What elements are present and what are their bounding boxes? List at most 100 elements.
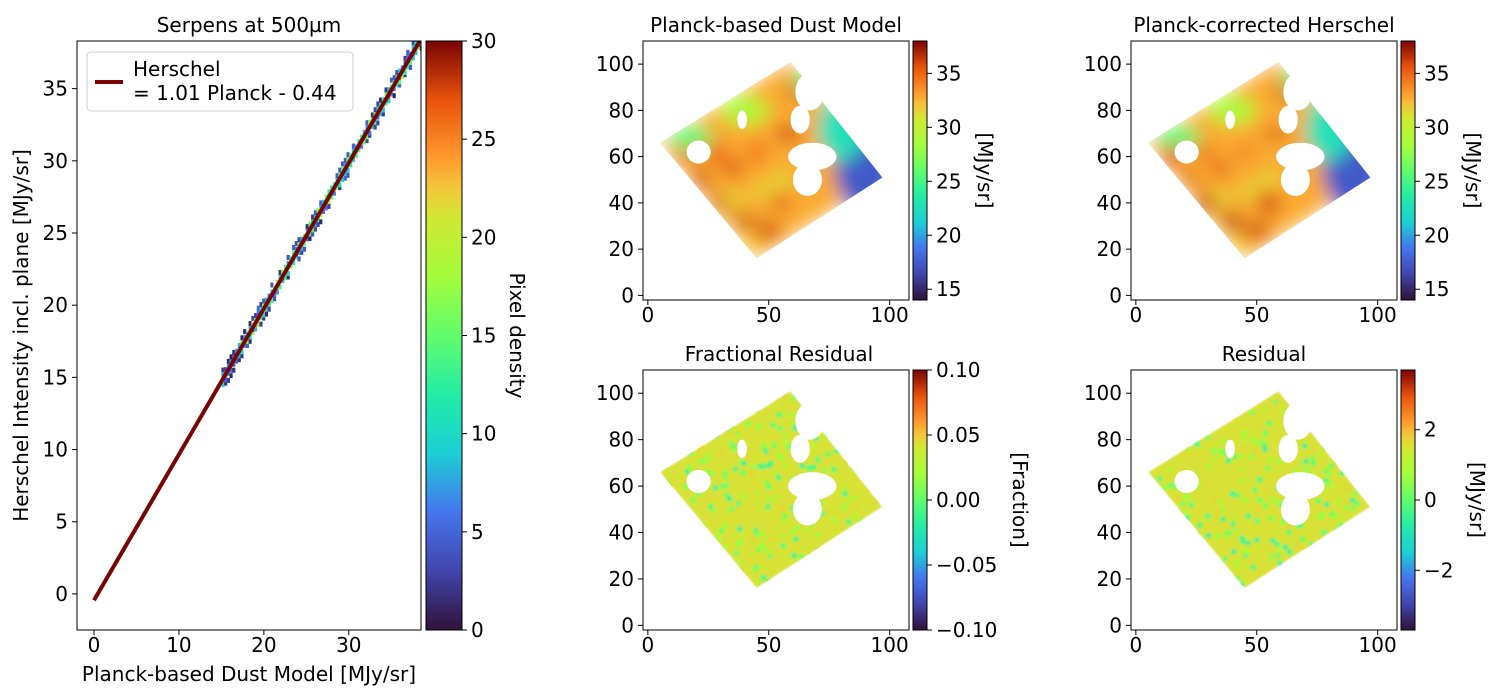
density-cell <box>340 161 345 167</box>
density-cell <box>384 90 388 96</box>
chart-title: Fractional Residual <box>685 342 873 366</box>
fit-line <box>92 41 421 602</box>
density-cell <box>370 124 375 130</box>
colorbar-0: 0 5 10 15 20 25 30 Pixel density <box>425 29 529 642</box>
density-cell <box>332 190 336 196</box>
density-cell <box>387 98 391 104</box>
axes-4: 0 50 100 0 20 40 60 80 100 <box>1084 369 1398 657</box>
y-tick-label: 100 <box>596 381 634 405</box>
density-cell <box>403 59 407 65</box>
density-cell <box>234 348 239 354</box>
y-tick-label: 80 <box>609 428 634 452</box>
density-cell <box>398 82 402 88</box>
colorbar-gradient <box>1400 369 1416 631</box>
y-tick-label: 40 <box>1097 521 1122 545</box>
density-cell <box>300 236 304 242</box>
density-cell <box>381 97 385 103</box>
y-tick-label: 80 <box>1097 98 1122 122</box>
y-tick-label: 35 <box>43 77 68 101</box>
density-cell <box>302 240 307 246</box>
density-cell <box>373 124 377 130</box>
density-cell <box>417 31 420 36</box>
y-tick-label: 20 <box>43 293 68 317</box>
density-cell <box>286 274 290 280</box>
density-cell <box>278 269 282 275</box>
y-tick-label: 60 <box>1097 145 1122 169</box>
colorbar-label: [MJy/sr] <box>1461 133 1485 209</box>
density-cell <box>349 162 353 168</box>
density-cell <box>346 167 350 173</box>
density-cell <box>327 203 331 209</box>
y-tick-label: 60 <box>1097 474 1122 498</box>
density-cell <box>300 245 304 251</box>
density-cell <box>305 236 309 242</box>
chart-title: Planck-corrected Herschel <box>1133 13 1394 37</box>
density-cell <box>251 315 255 321</box>
density-cell <box>283 275 288 281</box>
y-tick-label: 80 <box>1097 428 1122 452</box>
legend: Herschel= 1.01 Planck - 0.44 <box>86 51 354 112</box>
density-cell <box>273 296 277 302</box>
colorbar-label: [MJy/sr] <box>1465 462 1489 538</box>
colorbar-4: −2 0 2 [MJy/sr] <box>1400 369 1489 631</box>
density-cell <box>368 130 372 136</box>
axes-frame <box>642 40 910 301</box>
density-cell <box>349 152 353 158</box>
density-cell <box>395 72 399 78</box>
density-cell <box>259 305 263 311</box>
colorbar-tick-label: −0.10 <box>936 618 997 642</box>
density-cell <box>229 373 233 379</box>
density-cell <box>262 312 266 318</box>
map-image <box>1147 390 1376 593</box>
density-cell <box>319 219 323 225</box>
density-cell <box>335 184 339 190</box>
density-cell <box>262 298 266 304</box>
density-cell <box>324 205 328 211</box>
y-tick-label: 100 <box>596 52 634 76</box>
density-cell <box>229 357 233 363</box>
density-cell <box>226 361 230 367</box>
density-cell <box>406 49 410 55</box>
colorbar-tick-label: 20 <box>936 223 961 247</box>
density-cell <box>256 305 260 311</box>
y-axis-label: Herschel Intensity incl. plane [MJy/sr] <box>9 149 33 522</box>
colorbar-tick-label: 25 <box>471 127 496 151</box>
density-cell <box>338 167 342 173</box>
x-tick-label: 30 <box>336 633 361 657</box>
density-cell <box>232 349 236 356</box>
axes-frame <box>642 369 910 631</box>
density-cell <box>297 250 301 256</box>
density-cell <box>346 152 350 158</box>
density-cell <box>278 284 282 290</box>
density-cell <box>406 64 410 70</box>
y-tick-label: 100 <box>1084 381 1122 405</box>
density-cell <box>226 377 230 383</box>
density-cell <box>229 367 233 373</box>
x-tick-label: 50 <box>1244 303 1269 327</box>
colorbar-label: [MJy/sr] <box>973 133 997 209</box>
density-cell <box>224 377 228 383</box>
density-cell <box>262 301 266 307</box>
density-cell <box>362 139 366 145</box>
density-cell <box>308 221 312 227</box>
x-tick-label: 10 <box>166 633 191 657</box>
colorbar-tick-label: 0 <box>471 618 484 642</box>
x-tick-label: 20 <box>251 633 276 657</box>
x-tick-label: 50 <box>756 303 781 327</box>
density-cell <box>237 353 241 359</box>
density-cell <box>256 310 260 316</box>
density-cell <box>389 91 394 97</box>
density-cell <box>221 367 225 373</box>
density-cell <box>392 75 396 81</box>
colorbar-gradient <box>912 40 928 301</box>
colorbar-tick-label: 30 <box>471 29 496 53</box>
density-cell <box>311 227 315 233</box>
colorbar-tick-label: −2 <box>1424 558 1453 582</box>
density-cell <box>270 298 274 304</box>
density-cell <box>316 207 320 213</box>
y-tick-label: 60 <box>609 474 634 498</box>
density-cell <box>351 143 355 149</box>
axes-frame <box>1130 40 1398 301</box>
density-cell <box>308 235 312 241</box>
colorbar-tick-label: 20 <box>471 225 496 249</box>
